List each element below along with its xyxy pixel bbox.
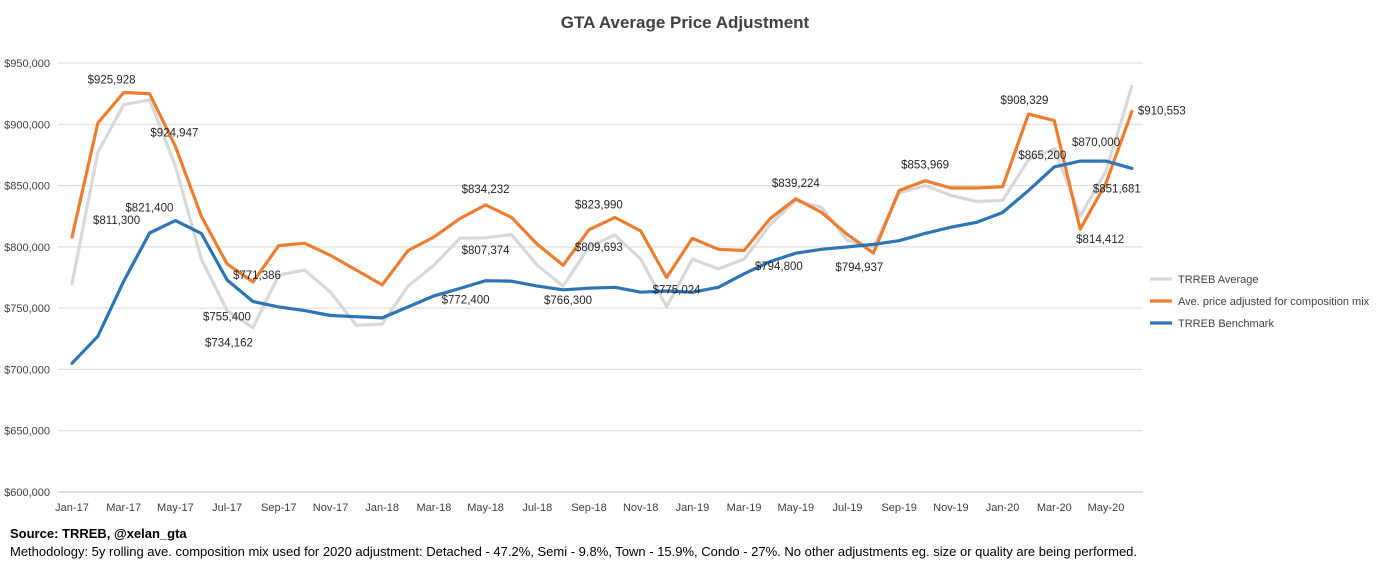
- x-tick-label: May-17: [157, 502, 194, 514]
- data-label: $834,232: [462, 184, 510, 196]
- x-tick-label: Mar-19: [727, 502, 762, 514]
- data-label: $807,374: [462, 245, 511, 257]
- legend: TRREB Average Ave. price adjusted for com…: [1150, 274, 1370, 330]
- y-tick-label: $900,000: [4, 119, 50, 131]
- x-tick-label: Mar-18: [416, 502, 451, 514]
- data-label: $772,400: [442, 295, 490, 307]
- data-label: $811,300: [93, 215, 140, 227]
- data-label: $775,024: [653, 284, 702, 296]
- x-tick-label: Jul-17: [212, 502, 242, 514]
- x-tick-label: Mar-20: [1037, 502, 1072, 514]
- data-label: $734,162: [205, 338, 253, 350]
- data-label: $794,800: [755, 261, 803, 273]
- y-tick-label: $800,000: [4, 242, 50, 254]
- x-tick-label: Jul-19: [833, 502, 863, 514]
- x-tick-label: Nov-19: [933, 502, 968, 514]
- y-tick-label: $750,000: [4, 303, 50, 315]
- x-tick-label: May-20: [1088, 502, 1125, 514]
- data-labels: $925,928 $924,947 $811,300$821,400 $771,386…: [88, 75, 1186, 350]
- data-label: $865,200: [1018, 150, 1066, 162]
- series-trreb-average: [70, 84, 1134, 330]
- data-label: $771,386: [233, 270, 281, 282]
- x-tick-label: Nov-18: [623, 502, 658, 514]
- y-tick-label: $700,000: [4, 364, 50, 376]
- data-label: $924,947: [150, 127, 198, 139]
- methodology-note: Methodology: 5y rolling ave. composition…: [10, 544, 1138, 559]
- x-tick-label: Sep-18: [571, 502, 606, 514]
- source-note: Source: TRREB, @xelan_gta: [10, 526, 187, 541]
- data-label: $766,300: [544, 295, 592, 307]
- y-tick-label: $950,000: [4, 58, 50, 70]
- data-label: $794,937: [835, 262, 883, 274]
- gridlines: [58, 62, 1143, 493]
- data-label: $823,990: [575, 199, 623, 211]
- x-tick-label: May-19: [777, 502, 814, 514]
- x-tick-label: Sep-17: [261, 502, 296, 514]
- y-axis: $600,000 $650,000 $700,000 $750,000 $800,000…: [4, 58, 50, 499]
- y-tick-label: $850,000: [4, 181, 50, 193]
- legend-label: TRREB Benchmark: [1178, 318, 1274, 330]
- series-trreb-benchmark: [70, 159, 1134, 365]
- chart-title: GTA Average Price Adjustment: [561, 13, 810, 32]
- data-label: $821,400: [125, 203, 173, 215]
- data-label: $839,224: [772, 178, 821, 190]
- y-tick-label: $650,000: [4, 426, 50, 438]
- data-label: $853,969: [901, 160, 949, 172]
- data-label: $870,000: [1072, 137, 1120, 149]
- x-tick-label: Jan-20: [986, 502, 1020, 514]
- x-tick-label: Nov-17: [313, 502, 348, 514]
- x-tick-label: Jan-19: [676, 502, 710, 514]
- legend-label: TRREB Average: [1178, 274, 1259, 286]
- y-tick-label: $600,000: [4, 487, 50, 499]
- data-label: $809,693: [575, 242, 623, 254]
- legend-label: Ave. price adjusted for composition mix: [1178, 296, 1370, 308]
- data-label: $755,400: [203, 312, 251, 324]
- data-label: $814,412: [1076, 234, 1124, 246]
- data-label: $925,928: [88, 75, 136, 87]
- data-label: $910,553: [1138, 105, 1186, 117]
- x-tick-label: Mar-17: [106, 502, 141, 514]
- x-tick-label: May-18: [467, 502, 504, 514]
- x-axis: Jan-17 Mar-17 May-17 Jul-17 Sep-17 Nov-17 Jan-…: [55, 502, 1124, 514]
- data-label: $908,329: [1000, 95, 1048, 107]
- x-tick-label: Jul-18: [522, 502, 552, 514]
- x-tick-label: Sep-19: [881, 502, 916, 514]
- data-label: $851,681: [1093, 183, 1141, 195]
- series-lines: [70, 84, 1134, 365]
- x-tick-label: Jan-18: [365, 502, 399, 514]
- x-tick-label: Jan-17: [55, 502, 89, 514]
- series-adjusted-price: [70, 90, 1134, 287]
